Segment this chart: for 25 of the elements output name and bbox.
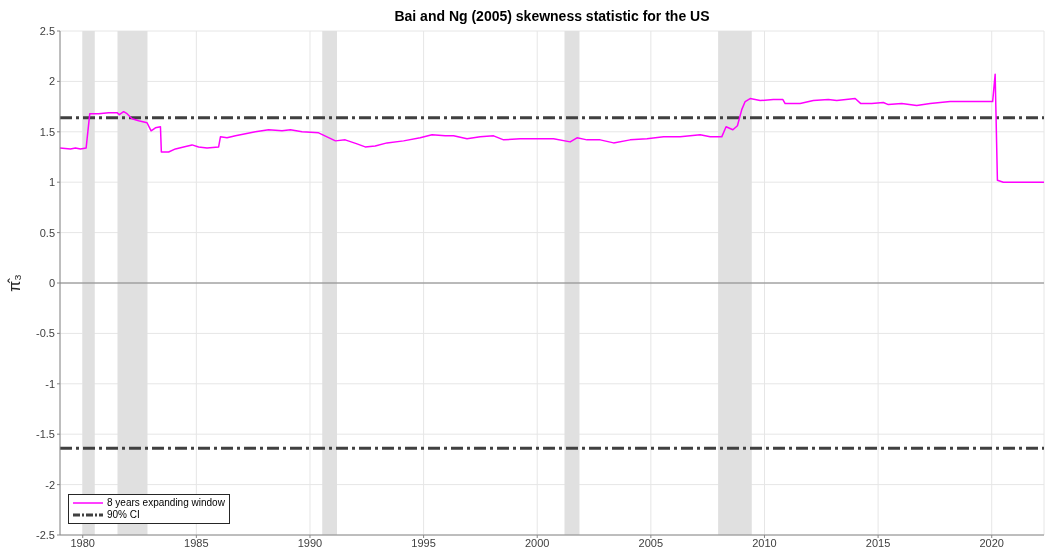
x-tick-label: 1980 (70, 536, 95, 549)
y-tick-label: -2 (45, 478, 55, 491)
y-tick-label: 2 (48, 75, 55, 88)
x-tick-label: 2005 (638, 536, 664, 549)
y-tick-label: 1.5 (39, 125, 55, 138)
x-tick-label: 2010 (752, 536, 777, 549)
y-tick-label: 0 (48, 276, 55, 289)
y-tick-label: -1.5 (36, 428, 55, 441)
x-tick-label: 1985 (184, 536, 209, 549)
y-tick-label: -1 (45, 377, 55, 390)
line-series (60, 73, 1044, 183)
y-tick-label: 1 (48, 176, 55, 189)
x-tick-label: 2020 (979, 536, 1004, 549)
legend-label: 8 years expanding window (107, 497, 225, 509)
y-tick-label: 0.5 (39, 226, 55, 239)
y-tick-label: -0.5 (36, 327, 55, 340)
x-tick-label: 1995 (411, 536, 436, 549)
legend-label: 90% CI (107, 509, 140, 521)
x-tick-label: 1990 (297, 536, 323, 549)
x-tick-label: 2015 (865, 536, 891, 549)
chart-title: Bai and Ng (2005) skewness statistic for the US (393, 8, 711, 24)
x-tick-label: 2000 (524, 536, 550, 549)
y-axis-title: π̂₃ (5, 274, 23, 292)
y-tick-label: 2.5 (39, 24, 55, 37)
y-tick-label: -2.5 (36, 528, 55, 541)
